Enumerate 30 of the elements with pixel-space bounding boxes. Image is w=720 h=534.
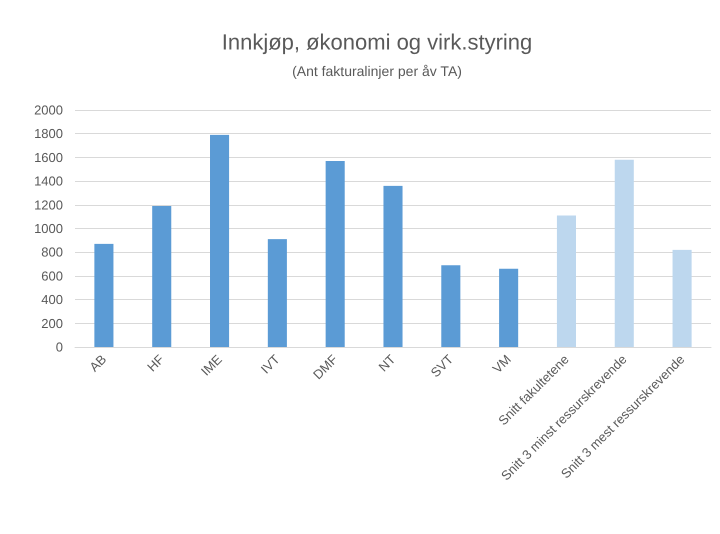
y-tick-label: 0: [56, 340, 63, 354]
bar: [672, 250, 692, 347]
bar: [326, 160, 345, 347]
bar: [152, 206, 172, 347]
x-tick-label: VM: [490, 352, 514, 376]
x-tick-label: IME: [198, 351, 226, 379]
bar: [499, 268, 518, 347]
x-tick-label: AB: [86, 352, 110, 375]
bar: [614, 160, 634, 347]
bar: [210, 134, 230, 347]
y-tick-label: 1600: [34, 150, 63, 165]
y-tick-label: 200: [41, 316, 63, 331]
chart-title: Innkjøp, økonomi og virk.styring: [222, 30, 532, 54]
y-tick-label: 1800: [34, 126, 63, 142]
y-tick-label: 1200: [34, 197, 63, 212]
bar: [268, 239, 287, 347]
y-tick-label: 600: [41, 268, 63, 284]
x-tick-label: NT: [375, 352, 398, 375]
x-tick-label: HF: [144, 352, 168, 375]
bar: [94, 244, 114, 347]
bar: [556, 215, 576, 347]
y-tick-label: 800: [41, 244, 63, 260]
bar: [383, 186, 403, 347]
chart-subtitle: (Ant fakturalinjer per åv TA): [292, 63, 462, 79]
y-tick-label: 1000: [34, 221, 63, 236]
bar: [441, 265, 460, 347]
y-tick-label: 1400: [34, 174, 63, 189]
x-tick-label: IVT: [258, 352, 283, 377]
y-tick-label: 400: [41, 292, 63, 308]
y-tick-label: 2000: [34, 102, 63, 118]
